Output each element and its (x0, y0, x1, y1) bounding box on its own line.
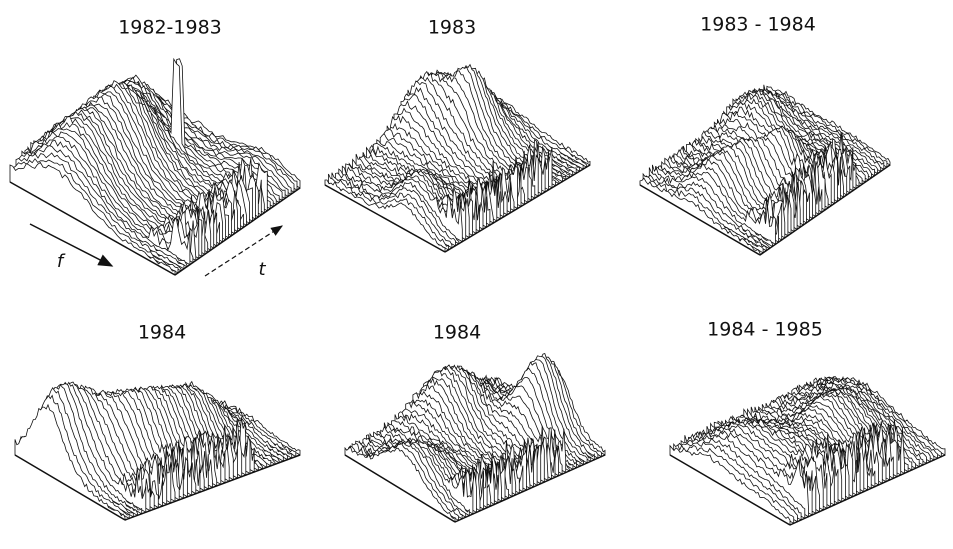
panel-title: 1984 - 1985 (707, 319, 823, 341)
t-axis-label: t (258, 259, 266, 280)
surfaces (10, 59, 945, 525)
figure: 1982-1983 1983 1983 - 1984 1984 1984 198… (0, 0, 953, 549)
panel-title: 1984 (433, 322, 481, 344)
panel-title: 1983 (428, 17, 476, 39)
panel-title: 1984 (138, 322, 186, 344)
f-axis-label: f (57, 251, 66, 272)
panel-title: 1982-1983 (118, 17, 222, 39)
panel-title: 1983 - 1984 (700, 14, 816, 36)
